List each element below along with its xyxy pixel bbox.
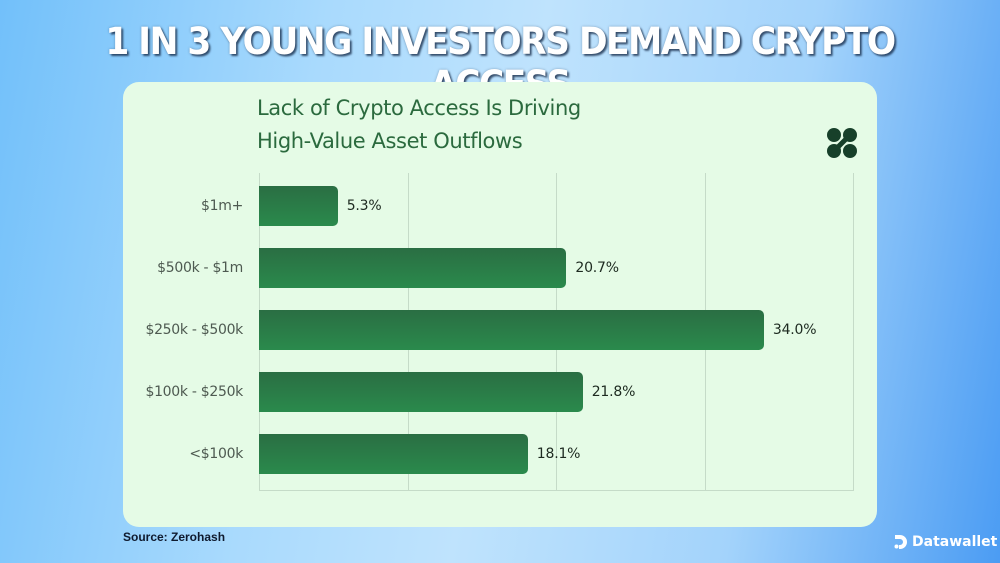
bar — [259, 310, 764, 350]
source-note: Source: Zerohash — [123, 530, 226, 544]
category-label: $250k - $500k — [145, 322, 243, 338]
bar — [259, 434, 528, 474]
chart-title-line-2: High-Value Asset Outflows — [257, 129, 523, 153]
four-dot-linked-logo-icon — [827, 128, 857, 158]
chart-title: Lack of Crypto Access Is Driving High-Va… — [257, 92, 581, 158]
bar — [259, 372, 583, 412]
bar-value-label: 5.3% — [346, 198, 382, 214]
footer-brand-name: Datawallet — [912, 534, 998, 550]
category-label: <$100k — [189, 446, 243, 462]
category-label: $100k - $250k — [145, 384, 243, 400]
bar — [259, 186, 338, 226]
chart-title-line-1: Lack of Crypto Access Is Driving — [257, 96, 581, 120]
bar-value-label: 21.8% — [591, 384, 636, 400]
category-label: $500k - $1m — [157, 260, 243, 276]
bar-value-label: 34.0% — [772, 322, 817, 338]
category-label: $1m+ — [201, 198, 243, 214]
bar — [259, 248, 567, 288]
datawallet-logo-icon — [894, 535, 907, 549]
plot-area: 0%10%20%30%40%$1m+5.3%$500k - $1m20.7%$2… — [145, 173, 854, 491]
gridline — [853, 173, 854, 491]
chart-card: Lack of Crypto Access Is Driving High-Va… — [123, 82, 877, 527]
bar-value-label: 18.1% — [536, 446, 581, 462]
footer-brand: Datawallet — [894, 534, 997, 550]
bar-value-label: 20.7% — [575, 260, 619, 276]
